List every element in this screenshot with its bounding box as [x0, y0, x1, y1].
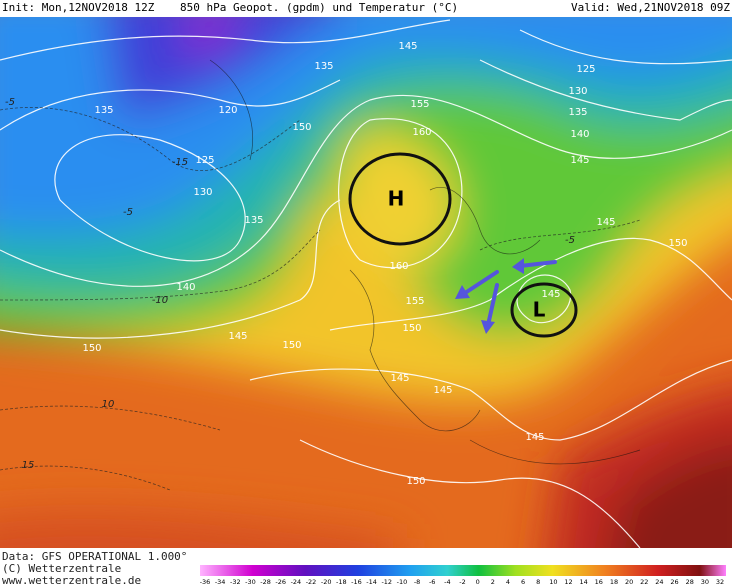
- copyright: (C) Wetterzentrale: [2, 562, 121, 575]
- geopotential-label: 130: [568, 86, 587, 97]
- colorbar-label: 16: [595, 578, 603, 586]
- temperature-label: -10: [152, 295, 168, 306]
- flow-arrows: [455, 258, 557, 334]
- colorbar-label: -22: [306, 578, 317, 586]
- geopotential-label: 135: [244, 215, 263, 226]
- temperature-label: -5: [123, 207, 133, 218]
- geopotential-contours: [0, 19, 732, 548]
- geopotential-label: 135: [314, 61, 333, 72]
- colorbar-label: -18: [336, 578, 347, 586]
- colorbar-label: 10: [549, 578, 557, 586]
- colorbar: [200, 565, 726, 576]
- geopotential-label: 150: [82, 343, 101, 354]
- geopotential-label: 150: [402, 323, 421, 334]
- geopotential-label: 145: [390, 373, 409, 384]
- colorbar-label: -36: [200, 578, 211, 586]
- geopotential-label: 160: [412, 127, 431, 138]
- colorbar-label: 12: [564, 578, 572, 586]
- colorbar-label: 0: [476, 578, 480, 586]
- temperature-label: -5: [5, 97, 15, 108]
- colorbar-label: -2: [459, 578, 465, 586]
- temperature-contours: [0, 107, 641, 491]
- geopotential-label: 150: [668, 238, 687, 249]
- geopotential-label: 125: [195, 155, 214, 166]
- data-source: Data: GFS OPERATIONAL 1.000°: [2, 550, 187, 563]
- colorbar-label: -30: [245, 578, 256, 586]
- colorbar-label: 32: [716, 578, 724, 586]
- temperature-label: 15: [22, 460, 35, 471]
- geopotential-label: 120: [218, 105, 237, 116]
- colorbar-label: -4: [444, 578, 450, 586]
- colorbar-label: -34: [215, 578, 226, 586]
- colorbar-label: 18: [610, 578, 618, 586]
- geopotential-label: 155: [410, 99, 429, 110]
- colorbar-label: -14: [366, 578, 377, 586]
- colorbar-label: -24: [291, 578, 302, 586]
- colorbar-label: 28: [686, 578, 694, 586]
- geopotential-label: 125: [576, 64, 595, 75]
- colorbar-label: 8: [536, 578, 540, 586]
- temperature-label: -5: [565, 235, 575, 246]
- colorbar-label: 6: [521, 578, 525, 586]
- geopotential-label: 150: [292, 122, 311, 133]
- geopotential-label: 160: [389, 261, 408, 272]
- geopotential-label: 145: [398, 41, 417, 52]
- colorbar-label: 2: [491, 578, 495, 586]
- colorbar-label: 22: [640, 578, 648, 586]
- map-title: 850 hPa Geopot. (gpdm) und Temperatur (°…: [180, 1, 458, 14]
- geopotential-label: 145: [570, 155, 589, 166]
- colorbar-label: -10: [397, 578, 408, 586]
- geopotential-label: 145: [228, 331, 247, 342]
- geopotential-label: 130: [193, 187, 212, 198]
- geopotential-label: 135: [568, 107, 587, 118]
- geopotential-label: 145: [433, 385, 452, 396]
- colorbar-label: -6: [429, 578, 435, 586]
- colorbar-label: 4: [506, 578, 510, 586]
- init-time: Init: Mon,12NOV2018 12Z: [2, 1, 155, 14]
- pressure-center-circles: [348, 152, 578, 338]
- colorbar-label: -20: [321, 578, 332, 586]
- colorbar-label: -32: [230, 578, 241, 586]
- colorbar-label: 26: [670, 578, 678, 586]
- website: www.wetterzentrale.de: [2, 574, 141, 587]
- colorbar-label: -8: [414, 578, 420, 586]
- geopotential-label: 150: [282, 340, 301, 351]
- geopotential-label: 155: [405, 296, 424, 307]
- colorbar-label: 30: [701, 578, 709, 586]
- temperature-label: 10: [102, 399, 115, 410]
- colorbar-label: -16: [351, 578, 362, 586]
- low-pressure-label: L: [533, 298, 546, 322]
- geopotential-label: 140: [570, 129, 589, 140]
- geopotential-label: 150: [406, 476, 425, 487]
- geopotential-label: 145: [525, 432, 544, 443]
- colorbar-label: -12: [381, 578, 392, 586]
- temperature-label: -15: [172, 157, 188, 168]
- geopotential-label: 140: [176, 282, 195, 293]
- colorbar-label: 24: [655, 578, 663, 586]
- geopotential-label: 145: [541, 289, 560, 300]
- geopotential-label: 145: [596, 217, 615, 228]
- colorbar-label: -26: [275, 578, 286, 586]
- colorbar-label: -28: [260, 578, 271, 586]
- colorbar-label: 14: [580, 578, 588, 586]
- geopotential-label: 135: [94, 105, 113, 116]
- high-pressure-label: H: [388, 187, 405, 211]
- valid-time: Valid: Wed,21NOV2018 09Z: [571, 1, 730, 14]
- colorbar-label: 20: [625, 578, 633, 586]
